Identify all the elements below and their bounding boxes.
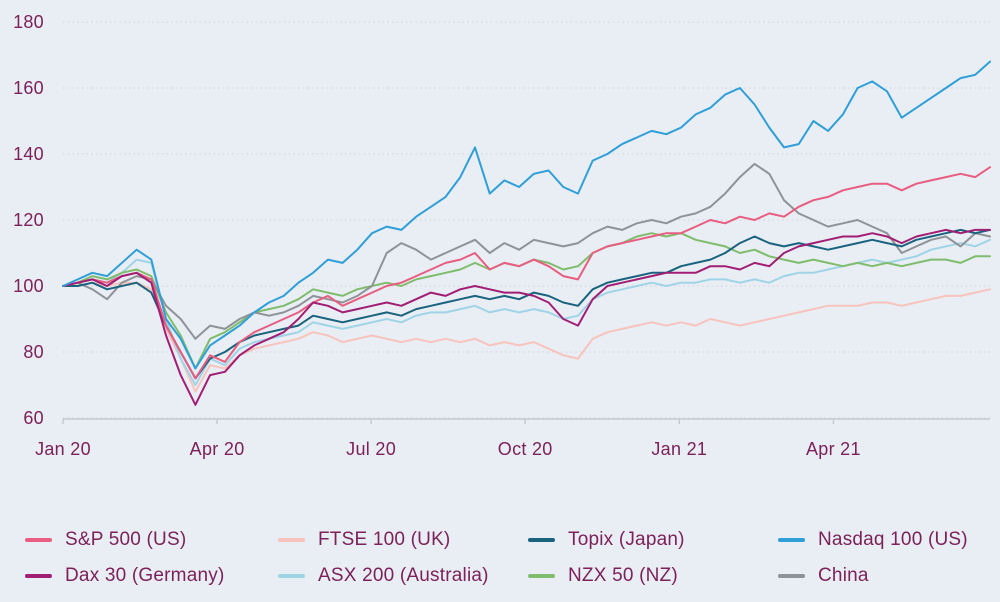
legend-item-china: China: [778, 563, 1000, 589]
series-line-asx-200-australia: [62, 238, 991, 386]
legend-swatch-nzx-50-nz: [528, 574, 555, 578]
series-line-nzx-50-nz: [62, 232, 991, 370]
legend-item-s-p-500-us: S&P 500 (US): [25, 527, 278, 553]
legend-item-dax-30-germany: Dax 30 (Germany): [25, 563, 278, 589]
legend-swatch-asx-200-australia: [278, 574, 305, 578]
y-axis-label-100: 100: [13, 276, 44, 296]
legend-label-dax-30-germany: Dax 30 (Germany): [65, 565, 225, 586]
series-line-china: [62, 162, 991, 340]
y-axis-label-80: 80: [23, 342, 44, 362]
series-line-topix-japan: [62, 228, 991, 380]
legend-swatch-nasdaq-100-us: [778, 538, 805, 542]
y-axis-label-160: 160: [13, 78, 44, 98]
legend-swatch-s-p-500-us: [25, 538, 52, 542]
legend-label-nzx-50-nz: NZX 50 (NZ): [568, 565, 678, 586]
legend-label-ftse-100-uk: FTSE 100 (UK): [318, 529, 451, 550]
x-axis-label-jan-20: Jan 20: [35, 439, 91, 459]
legend-label-asx-200-australia: ASX 200 (Australia): [318, 565, 489, 586]
legend-item-asx-200-australia: ASX 200 (Australia): [278, 563, 528, 589]
x-axis-label-jan-21: Jan 21: [651, 439, 707, 459]
legend-swatch-topix-japan: [528, 538, 555, 542]
series-line-nasdaq-100-us: [62, 60, 991, 370]
legend-label-topix-japan: Topix (Japan): [568, 529, 685, 550]
legend-item-ftse-100-uk: FTSE 100 (UK): [278, 527, 528, 553]
y-axis-label-180: 180: [13, 12, 44, 32]
y-axis-label-140: 140: [13, 144, 44, 164]
legend-item-topix-japan: Topix (Japan): [528, 527, 778, 553]
y-axis-label-120: 120: [13, 210, 44, 230]
x-axis-label-jul-20: Jul 20: [346, 439, 396, 459]
legend-swatch-china: [778, 574, 805, 578]
legend-swatch-dax-30-germany: [25, 574, 52, 578]
line-chart-canvas: 180 160 140 120 100 80 60 Jan 20 Apr 20 Jul 20 Oct…: [13, 12, 991, 459]
chart-legend: S&P 500 (US) FTSE 100 (UK) Topix (Japan) Na…: [0, 527, 1000, 589]
series-line-s-p-500-us: [62, 166, 991, 380]
legend-item-nzx-50-nz: NZX 50 (NZ): [528, 563, 778, 589]
x-axis-label-oct-20: Oct 20: [498, 439, 553, 459]
x-axis-label-apr-20: Apr 20: [190, 439, 245, 459]
legend-label-nasdaq-100-us: Nasdaq 100 (US): [818, 529, 968, 550]
series-line-dax-30-germany: [62, 228, 991, 406]
legend-item-nasdaq-100-us: Nasdaq 100 (US): [778, 527, 1000, 553]
legend-label-china: China: [818, 565, 869, 586]
series-line-ftse-100-uk: [62, 281, 991, 393]
x-axis-label-apr-21: Apr 21: [806, 439, 861, 459]
y-axis-label-60: 60: [23, 408, 44, 428]
legend-swatch-ftse-100-uk: [278, 538, 305, 542]
legend-label-s-p-500-us: S&P 500 (US): [65, 529, 187, 550]
line-chart: 180 160 140 120 100 80 60 Jan 20 Apr 20 Jul 20 Oct…: [13, 12, 991, 459]
